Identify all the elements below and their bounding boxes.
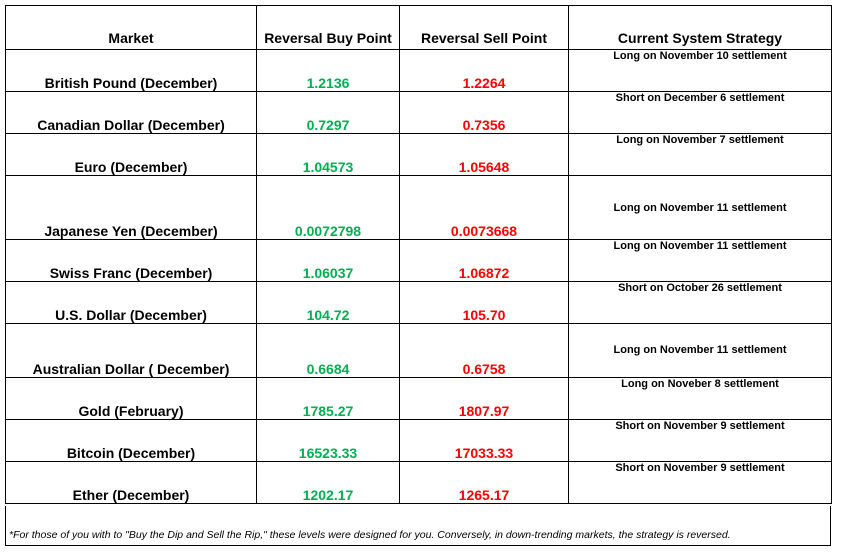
table-row: Ether (December) 1202.17 1265.17 Short o… — [5, 461, 832, 504]
table-row: Swiss Franc (December) 1.06037 1.06872 L… — [5, 239, 832, 282]
buy-point-cell: 0.0072798 — [256, 175, 400, 240]
header-market: Market — [5, 5, 257, 50]
sell-point-cell: 0.7356 — [399, 91, 569, 134]
buy-point-cell: 1.2136 — [256, 49, 400, 92]
market-cell: U.S. Dollar (December) — [5, 281, 257, 324]
strategy-cell: Long on November 11 settlement — [568, 175, 832, 240]
sell-point-cell: 105.70 — [399, 281, 569, 324]
sell-point-cell: 1.2264 — [399, 49, 569, 92]
sell-point-cell: 1.06872 — [399, 239, 569, 282]
strategy-cell: Long on November 11 settlement — [568, 323, 832, 378]
market-cell: Euro (December) — [5, 133, 257, 176]
buy-point-cell: 1202.17 — [256, 461, 400, 504]
sell-point-cell: 0.0073668 — [399, 175, 569, 240]
market-cell: Swiss Franc (December) — [5, 239, 257, 282]
header-current-system-strategy: Current System Strategy — [568, 5, 832, 50]
buy-point-cell: 16523.33 — [256, 419, 400, 462]
table-row: Japanese Yen (December) 0.0072798 0.0073… — [5, 175, 832, 240]
strategy-cell: Short on December 6 settlement — [568, 91, 832, 134]
table-row: British Pound (December) 1.2136 1.2264 L… — [5, 49, 832, 92]
footnote-text: *For those of you with to "Buy the Dip a… — [9, 529, 731, 541]
table-row: U.S. Dollar (December) 104.72 105.70 Sho… — [5, 281, 832, 324]
table-row: Australian Dollar ( December) 0.6684 0.6… — [5, 323, 832, 378]
table-row: Gold (February) 1785.27 1807.97 Long on … — [5, 377, 832, 420]
table-row: Euro (December) 1.04573 1.05648 Long on … — [5, 133, 832, 176]
sell-point-cell: 1807.97 — [399, 377, 569, 420]
strategy-cell: Short on November 9 settlement — [568, 419, 832, 462]
reversal-points-table: Market Reversal Buy Point Reversal Sell … — [5, 5, 832, 504]
strategy-cell: Long on Noveber 8 settlement — [568, 377, 832, 420]
header-reversal-sell-point: Reversal Sell Point — [399, 5, 569, 50]
sell-point-cell: 1.05648 — [399, 133, 569, 176]
buy-point-cell: 0.7297 — [256, 91, 400, 134]
market-cell: Canadian Dollar (December) — [5, 91, 257, 134]
sell-point-cell: 17033.33 — [399, 419, 569, 462]
strategy-cell: Long on November 10 settlement — [568, 49, 832, 92]
sell-point-cell: 0.6758 — [399, 323, 569, 378]
reversal-points-sheet: Market Reversal Buy Point Reversal Sell … — [5, 5, 832, 546]
footnote-box: *For those of you with to "Buy the Dip a… — [5, 506, 831, 546]
table-row: Canadian Dollar (December) 0.7297 0.7356… — [5, 91, 832, 134]
header-reversal-buy-point: Reversal Buy Point — [256, 5, 400, 50]
market-cell: Gold (February) — [5, 377, 257, 420]
strategy-cell: Short on November 9 settlement — [568, 461, 832, 504]
sell-point-cell: 1265.17 — [399, 461, 569, 504]
market-cell: British Pound (December) — [5, 49, 257, 92]
buy-point-cell: 104.72 — [256, 281, 400, 324]
market-cell: Bitcoin (December) — [5, 419, 257, 462]
strategy-cell: Long on November 11 settlement — [568, 239, 832, 282]
market-cell: Japanese Yen (December) — [5, 175, 257, 240]
strategy-cell: Long on November 7 settlement — [568, 133, 832, 176]
buy-point-cell: 1785.27 — [256, 377, 400, 420]
buy-point-cell: 1.04573 — [256, 133, 400, 176]
strategy-cell: Short on October 26 settlement — [568, 281, 832, 324]
table-row: Bitcoin (December) 16523.33 17033.33 Sho… — [5, 419, 832, 462]
buy-point-cell: 0.6684 — [256, 323, 400, 378]
market-cell: Australian Dollar ( December) — [5, 323, 257, 378]
header-row: Market Reversal Buy Point Reversal Sell … — [5, 5, 832, 50]
market-cell: Ether (December) — [5, 461, 257, 504]
buy-point-cell: 1.06037 — [256, 239, 400, 282]
